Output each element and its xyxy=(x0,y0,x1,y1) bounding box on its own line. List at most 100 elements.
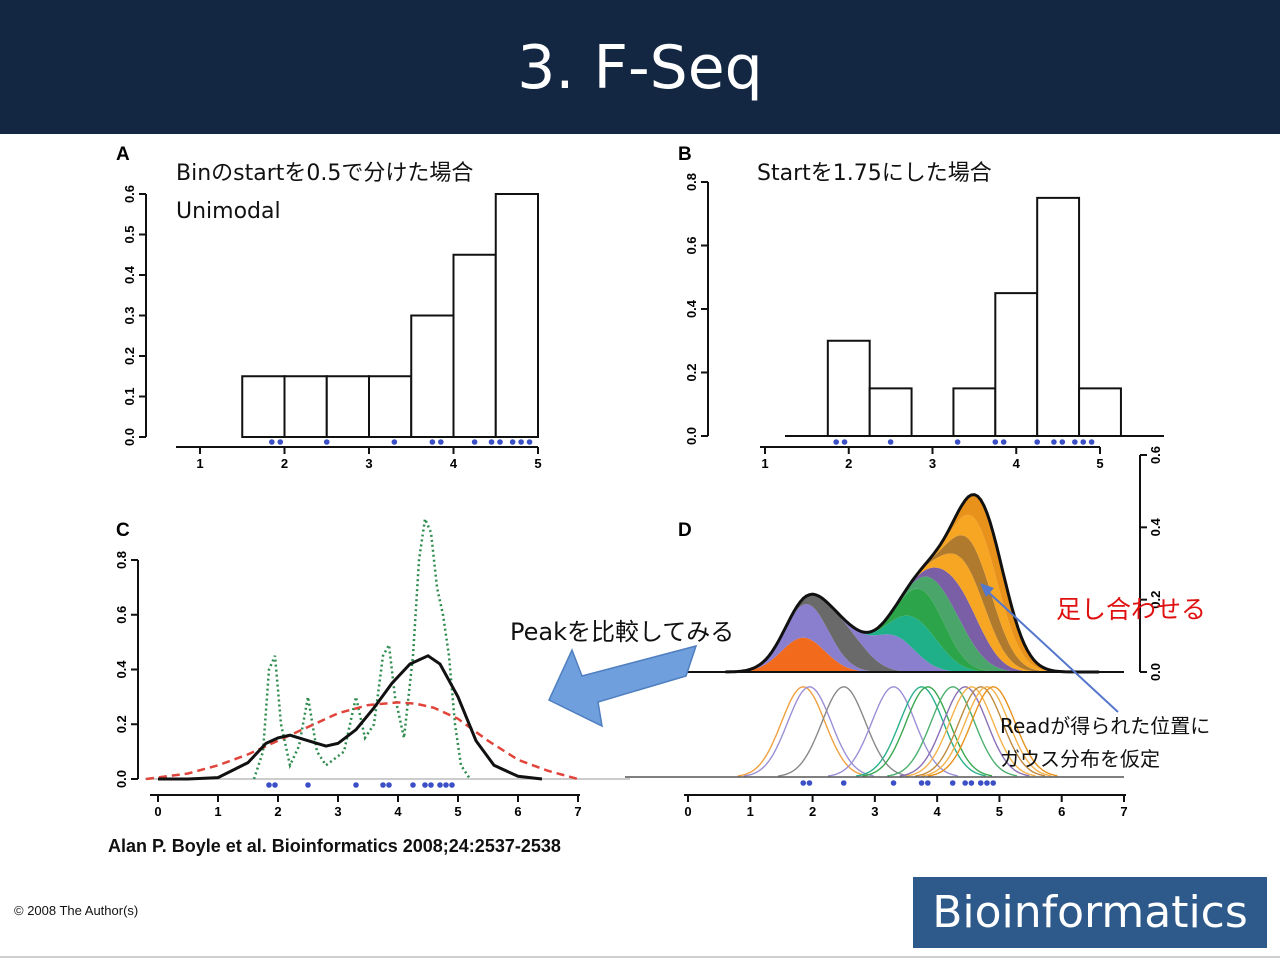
histogram-bar xyxy=(241,375,286,438)
read-dot xyxy=(990,780,996,786)
read-dot xyxy=(410,782,416,788)
annotation-gaussian-line1: Readが得られた位置に xyxy=(1000,714,1210,738)
x-tick-label: 5 xyxy=(454,804,461,819)
panel-label: D xyxy=(678,520,692,541)
kernel-curve xyxy=(827,686,958,777)
x-tick-label: 3 xyxy=(929,456,936,471)
stacked-kernel-layer xyxy=(725,594,1100,672)
read-dot xyxy=(1072,439,1078,445)
x-tick-label: 6 xyxy=(1058,804,1065,819)
kernel-curve xyxy=(899,686,1030,777)
x-tick-label: 4 xyxy=(934,804,942,819)
title-bar xyxy=(0,0,1280,134)
annotation-gaussian-line2: ガウス分布を仮定 xyxy=(1000,747,1160,771)
read-dot xyxy=(471,439,478,445)
histogram-bar xyxy=(452,253,497,438)
read-dot xyxy=(386,782,392,788)
x-tick-label: 2 xyxy=(274,804,281,819)
read-dot xyxy=(925,780,931,786)
kernel-curve xyxy=(743,686,874,777)
x-tick-label: 2 xyxy=(281,456,288,471)
read-dot xyxy=(1051,439,1057,445)
pointer-line xyxy=(985,589,1119,713)
read-dot xyxy=(277,439,284,445)
read-dot xyxy=(422,782,428,788)
panel-b-histogram: B 1 2 3 4 5 0.0 0.2 0.4 0.6 0.8 xyxy=(678,144,1164,471)
y-tick-label: 0.6 xyxy=(114,606,129,624)
compare-arrow xyxy=(548,644,698,728)
pointer-arrowhead xyxy=(980,583,994,597)
kernel-curve xyxy=(887,686,1018,777)
panel-d-kernel-sum: D 0.0 0.2 0.4 0.6 0 1 2 3 4 5 6 7 xyxy=(625,446,1163,819)
y-tick-label: 0.5 xyxy=(122,225,137,243)
kernel-curve xyxy=(856,686,986,777)
annotation-unimodal: Unimodal xyxy=(176,199,281,224)
x-tick-label: 4 xyxy=(1013,456,1021,471)
read-dot xyxy=(992,439,999,445)
x-tick-label: 0 xyxy=(684,804,691,819)
histogram-bar xyxy=(410,314,455,438)
stacked-kernel-layer xyxy=(725,637,1100,672)
x-tick-label: 6 xyxy=(514,804,521,819)
y-tick-label: 0.3 xyxy=(122,306,137,324)
x-tick-label: 1 xyxy=(761,456,768,471)
y-tick-label: 0.0 xyxy=(114,770,129,788)
x-tick-label: 1 xyxy=(196,456,203,471)
read-dot xyxy=(438,439,444,445)
x-tick-label: 3 xyxy=(334,804,341,819)
x-tick-label: 7 xyxy=(1120,804,1127,819)
y-tick-label: 0.8 xyxy=(684,173,699,191)
density-curve-dashed xyxy=(145,701,579,781)
journal-logo: Bioinformatics xyxy=(913,877,1267,948)
y-tick-label: 0.4 xyxy=(1148,518,1163,537)
read-dot xyxy=(266,782,272,788)
read-dot xyxy=(428,782,434,788)
bottom-divider xyxy=(0,956,1280,958)
panel-label: A xyxy=(116,144,130,165)
read-dot xyxy=(391,439,398,445)
read-dot xyxy=(272,782,278,788)
x-tick-label: 2 xyxy=(809,804,816,819)
kernel-curve xyxy=(927,686,1058,777)
read-dot xyxy=(443,782,449,788)
stacked-kernel-layer xyxy=(725,535,1100,672)
kernel-curve xyxy=(862,686,993,777)
read-dot xyxy=(918,780,925,786)
x-tick-label: 5 xyxy=(996,804,1003,819)
citation-text: Alan P. Boyle et al. Bioinformatics 2008… xyxy=(108,836,561,856)
x-tick-label: 3 xyxy=(871,804,878,819)
density-curve-solid xyxy=(158,654,543,781)
read-dot xyxy=(806,780,813,786)
x-tick-label: 4 xyxy=(394,804,402,819)
kernel-curve xyxy=(921,686,1052,777)
read-dot xyxy=(977,780,984,786)
read-dot xyxy=(509,439,516,445)
kernel-curve xyxy=(737,686,868,777)
y-tick-label: 0.4 xyxy=(684,299,699,318)
y-tick-label: 0.2 xyxy=(1148,591,1163,609)
read-dot xyxy=(962,780,968,786)
histogram-bar xyxy=(826,339,871,437)
read-dot xyxy=(488,439,495,445)
histogram-bar xyxy=(368,375,413,438)
histogram-bar xyxy=(994,292,1039,437)
read-dot xyxy=(954,439,961,445)
stacked-kernel-layer xyxy=(725,588,1100,672)
y-tick-label: 0.6 xyxy=(122,185,137,203)
read-dot xyxy=(323,439,330,445)
read-dot xyxy=(984,780,990,786)
y-tick-label: 0.2 xyxy=(114,715,129,733)
kernel-curve xyxy=(778,686,909,777)
read-dot xyxy=(1059,439,1066,445)
read-dot xyxy=(949,780,956,786)
read-dot xyxy=(1034,439,1040,445)
read-dot xyxy=(800,780,807,786)
figure-panels: A 1 2 3 4 5 0.0 0.1 0.2 0.3 0.4 0.5 0.6 B 1 2 3 4 5 0.0 0.2… xyxy=(114,144,1210,819)
x-tick-label: 5 xyxy=(1096,456,1103,471)
y-tick-label: 0.6 xyxy=(684,236,699,254)
stacked-kernel-layer xyxy=(725,514,1100,672)
slide-title: 3. F-Seq xyxy=(517,33,763,103)
x-tick-label: 2 xyxy=(845,456,852,471)
x-tick-label: 1 xyxy=(747,804,754,819)
read-dot xyxy=(269,439,275,445)
